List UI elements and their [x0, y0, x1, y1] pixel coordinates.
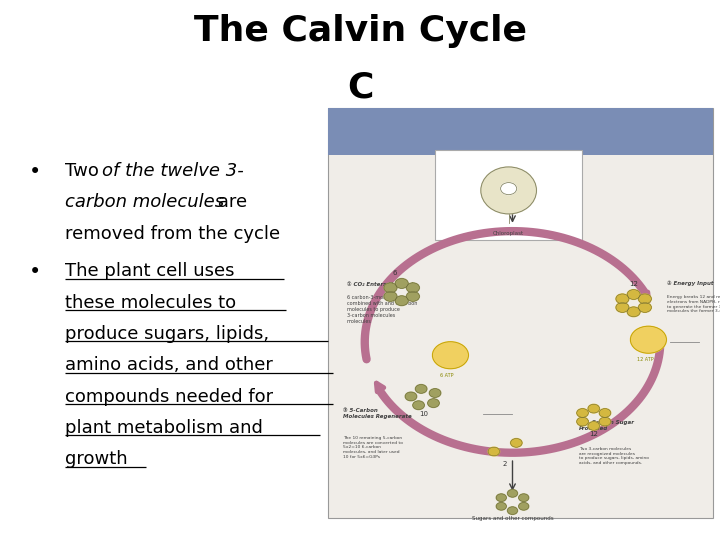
Circle shape [428, 399, 439, 408]
Circle shape [508, 507, 518, 515]
Text: The Calvin Cycle: The Calvin Cycle [194, 14, 526, 48]
Text: produce sugars, lipids,: produce sugars, lipids, [65, 325, 269, 343]
Circle shape [496, 494, 506, 502]
Text: •: • [29, 262, 41, 282]
Text: 6 ATP: 6 ATP [440, 373, 454, 377]
Text: CO₂: CO₂ [520, 184, 534, 193]
Text: these molecules to: these molecules to [65, 294, 236, 312]
Text: are: are [212, 193, 248, 211]
Text: ④ 3-Carbon Sugar
Produced: ④ 3-Carbon Sugar Produced [579, 420, 634, 431]
Circle shape [496, 503, 506, 510]
Text: The 10 remaining 5-carbon
molecules are converted to
5x2=10 6-carbon
molecules, : The 10 remaining 5-carbon molecules are … [343, 436, 403, 458]
Circle shape [405, 392, 417, 401]
Circle shape [631, 326, 667, 353]
Ellipse shape [481, 167, 536, 214]
Circle shape [395, 296, 408, 306]
Circle shape [577, 417, 588, 426]
Text: Two 3-carbon molecules
are recognized molecules
to produce sugars, lipids, amino: Two 3-carbon molecules are recognized mo… [579, 447, 649, 465]
Text: removed from the cycle: removed from the cycle [65, 225, 280, 242]
Circle shape [588, 404, 600, 413]
Circle shape [599, 409, 611, 417]
Circle shape [429, 389, 441, 397]
Text: 12: 12 [589, 431, 598, 437]
Text: C: C [347, 70, 373, 104]
Circle shape [639, 302, 652, 312]
Circle shape [406, 283, 419, 293]
Text: 6: 6 [392, 270, 397, 276]
Circle shape [627, 289, 640, 299]
Circle shape [500, 183, 517, 194]
Text: of the twelve 3-: of the twelve 3- [102, 162, 244, 180]
FancyBboxPatch shape [436, 150, 582, 240]
Circle shape [639, 294, 652, 303]
Text: Energy breaks 12 and regenerates
electrons from NADPH, removed
to generate the f: Energy breaks 12 and regenerates electro… [667, 295, 720, 313]
Circle shape [518, 494, 528, 502]
FancyBboxPatch shape [328, 108, 713, 155]
Text: amino acids, and other: amino acids, and other [65, 356, 273, 374]
Circle shape [510, 438, 522, 447]
Circle shape [415, 384, 427, 393]
Circle shape [518, 503, 528, 510]
Circle shape [577, 409, 588, 417]
Text: 12: 12 [629, 281, 638, 287]
Circle shape [395, 279, 408, 288]
Text: 12 ATP: 12 ATP [636, 357, 653, 362]
Circle shape [616, 294, 629, 303]
Text: 2: 2 [503, 461, 508, 467]
Text: •: • [29, 162, 41, 182]
Text: Two: Two [65, 162, 104, 180]
Circle shape [433, 342, 469, 369]
Circle shape [599, 417, 611, 426]
Circle shape [406, 292, 419, 301]
Text: 10: 10 [419, 411, 428, 417]
Circle shape [588, 422, 600, 430]
FancyBboxPatch shape [328, 108, 713, 518]
Circle shape [384, 283, 397, 293]
Circle shape [627, 307, 640, 316]
Text: ③ 5-Carbon
Molecules Regenerate: ③ 5-Carbon Molecules Regenerate [343, 408, 412, 419]
Circle shape [616, 302, 629, 312]
Text: Chloroplast: Chloroplast [493, 232, 524, 237]
Text: compounds needed for: compounds needed for [65, 388, 273, 406]
Text: ① CO₂ Enters the Cycle: ① CO₂ Enters the Cycle [347, 281, 417, 287]
Circle shape [508, 490, 518, 497]
Text: growth: growth [65, 450, 127, 468]
Text: carbon molecules: carbon molecules [65, 193, 224, 211]
Circle shape [413, 401, 424, 409]
Text: ② Energy Input: ② Energy Input [667, 281, 714, 286]
Text: Sugars and other compounds: Sugars and other compounds [472, 516, 553, 521]
Text: 6 carbon-3-molecules are
combined with and 3-carbon
molecules to produce
3-carbo: 6 carbon-3-molecules are combined with a… [347, 295, 417, 323]
Text: The plant cell uses: The plant cell uses [65, 262, 234, 280]
Circle shape [384, 292, 397, 301]
Text: plant metabolism and: plant metabolism and [65, 419, 263, 437]
Circle shape [488, 447, 500, 456]
